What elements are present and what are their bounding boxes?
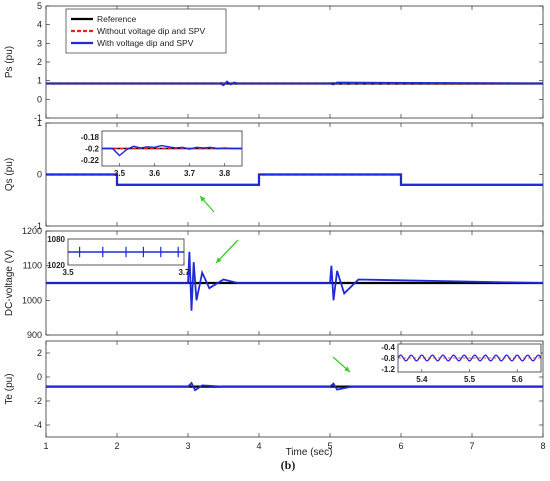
inset-y-tick-label: -0.2 (85, 145, 99, 154)
legend-entry: Without voltage dip and SPV (97, 26, 206, 36)
green-arrow-dc (215, 239, 239, 264)
y-tick-label: 1 (37, 118, 42, 128)
panel-1: -1 0 1 2 3 4 5 Ps (pu) Reference Without voltage … (4, 1, 544, 123)
x-axis-label: Time (sec) (286, 447, 333, 458)
legend: Reference Without voltage dip and SPV With… (65, 8, 227, 54)
arrow-head (200, 196, 206, 202)
legend-entry: With voltage dip and SPV (97, 38, 194, 48)
arrow-head (216, 257, 222, 263)
y-tick-label: -4 (34, 420, 42, 430)
figure-caption: (b) (281, 458, 296, 472)
inset-y-tick-label: -0.4 (381, 343, 395, 352)
y-tick-label: -2 (34, 396, 42, 406)
y-axis-label: Ps (pu) (4, 46, 15, 78)
inset-y-tick-label: 1080 (47, 235, 65, 244)
y-tick-label: 0 (37, 94, 42, 104)
series-with-voltage-dip-and-spv (46, 381, 543, 392)
x-tick-label: 8 (540, 441, 545, 451)
x-tick-label: 6 (398, 441, 403, 451)
arrow-head (344, 366, 350, 372)
inset-x-tick-label: 3.5 (62, 268, 74, 277)
x-tick-label: 2 (114, 441, 119, 451)
inset-y-tick-label: -0.18 (81, 133, 100, 142)
y-tick-label: 3 (37, 38, 42, 48)
series-with-voltage-dip-and-spv (46, 251, 544, 311)
x-tick-label: 1 (43, 441, 48, 451)
y-tick-label: 4 (37, 20, 42, 30)
inset-x-tick-label: 3.7 (178, 268, 190, 277)
y-tick-label: 1 (37, 76, 42, 86)
inset-x-tick-label: 3.7 (184, 169, 196, 178)
legend-entry: Reference (97, 14, 136, 24)
y-tick-label: -1 (34, 221, 42, 231)
inset-y-tick-label: -1.2 (381, 365, 395, 374)
x-tick-label: 4 (256, 441, 261, 451)
y-tick-label: 1100 (23, 261, 42, 271)
x-tick-label: 7 (469, 441, 474, 451)
x-tick-label: 5 (327, 441, 332, 451)
y-tick-label: 1200 (22, 226, 42, 236)
inset-with (397, 354, 542, 362)
panels: -1 0 1 2 3 4 5 Ps (pu) Reference Without voltage … (4, 1, 546, 451)
inset-y-tick-label: -0.22 (81, 156, 100, 165)
series-with-voltage-dip-and-spv (46, 173, 543, 186)
inset-y-tick-label: -0.8 (381, 354, 395, 363)
inset-x-tick-label: 3.5 (114, 169, 126, 178)
y-axis-label: Te (pu) (4, 373, 15, 404)
green-arrow-qs (199, 195, 215, 213)
y-tick-label: 1000 (22, 295, 42, 305)
green-arrow-te (332, 356, 351, 373)
y-tick-label: 900 (27, 330, 42, 340)
inset-x-tick-label: 3.8 (219, 169, 231, 178)
y-tick-label: -1 (34, 113, 42, 123)
y-tick-label: 2 (37, 348, 42, 358)
inset-x-tick-label: 5.4 (416, 375, 428, 384)
inset-x-tick-label: 3.6 (149, 169, 161, 178)
y-tick-label: 5 (37, 1, 42, 11)
y-tick-label: 0 (37, 372, 42, 382)
y-axis-label: DC-voltage (V) (4, 250, 15, 316)
inset-te: -0.4 -0.8 -1.2 5.4 5.5 5.6 (381, 343, 542, 384)
inset-with (102, 144, 242, 157)
inset-x-tick-label: 5.5 (464, 375, 476, 384)
x-tick-label: 3 (185, 441, 190, 451)
y-axis-label: Qs (pu) (4, 158, 15, 191)
inset-x-tick-label: 5.6 (512, 375, 524, 384)
y-tick-label: 2 (37, 57, 42, 67)
series-with-voltage-dip-and-spv (46, 80, 544, 87)
inset-qs: -0.18 -0.2 -0.22 3.5 3.6 3.7 3.8 (81, 130, 243, 178)
inset-y-tick-label: 1020 (47, 261, 65, 270)
y-tick-label: 0 (37, 170, 42, 180)
